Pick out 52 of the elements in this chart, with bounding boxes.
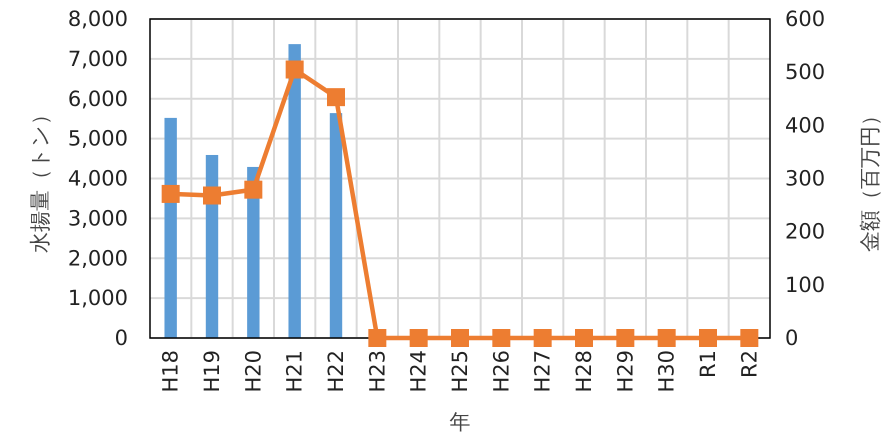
x-tick-label: H26 xyxy=(489,350,514,393)
y2-tick-label: 200 xyxy=(785,220,826,244)
y-tick-label: 1,000 xyxy=(68,286,128,310)
y2-tick-label: 100 xyxy=(785,272,826,297)
x-tick-label: H27 xyxy=(530,350,555,393)
point xyxy=(740,329,758,347)
y2-tick-label: 500 xyxy=(785,60,826,84)
y-tick-label: 4,000 xyxy=(68,166,128,190)
y2-axis-title: 金額（百万円） xyxy=(858,105,882,252)
x-tick-label: H28 xyxy=(572,350,596,393)
x-tick-label: H29 xyxy=(613,350,638,393)
y2-tick-label: 600 xyxy=(785,7,826,31)
y2-tick-label: 300 xyxy=(785,166,826,190)
x-tick-label: R2 xyxy=(737,350,762,378)
y-tick-label: 0 xyxy=(114,326,128,350)
y-axis-title: 水揚量（トン） xyxy=(28,104,52,253)
x-tick-label: H24 xyxy=(406,350,431,393)
x-tick-label: H22 xyxy=(324,350,348,393)
x-axis-title: 年 xyxy=(450,410,470,434)
x-tick-label: H18 xyxy=(158,350,183,393)
point xyxy=(244,180,262,199)
x-tick-label: H20 xyxy=(241,350,266,393)
point xyxy=(286,60,304,79)
point xyxy=(162,184,180,203)
x-tick-label: H30 xyxy=(654,350,679,393)
bar xyxy=(288,44,301,338)
bar xyxy=(330,113,342,338)
point xyxy=(368,329,386,347)
point xyxy=(616,329,634,347)
point xyxy=(699,329,717,347)
bar xyxy=(164,118,177,338)
point xyxy=(410,329,428,347)
x-tick-label: R1 xyxy=(696,350,720,378)
point xyxy=(492,329,510,347)
point xyxy=(575,329,593,347)
point xyxy=(203,186,221,205)
y-tick-label: 2,000 xyxy=(68,246,128,270)
y-tick-label: 8,000 xyxy=(68,7,128,31)
y-tick-label: 5,000 xyxy=(68,126,128,151)
x-tick-label: H23 xyxy=(365,350,390,393)
point xyxy=(327,88,345,106)
y-tick-label: 7,000 xyxy=(68,46,128,71)
x-tick-label: H21 xyxy=(282,350,307,393)
y-tick-label: 6,000 xyxy=(68,86,128,111)
y-tick-label: 3,000 xyxy=(68,206,128,230)
y2-tick-label: 0 xyxy=(785,326,798,350)
point xyxy=(451,329,469,347)
point xyxy=(534,329,552,347)
y2-tick-label: 400 xyxy=(785,113,826,138)
x-tick-label: H19 xyxy=(200,350,224,393)
x-tick-label: H25 xyxy=(448,350,472,393)
point xyxy=(658,329,676,347)
